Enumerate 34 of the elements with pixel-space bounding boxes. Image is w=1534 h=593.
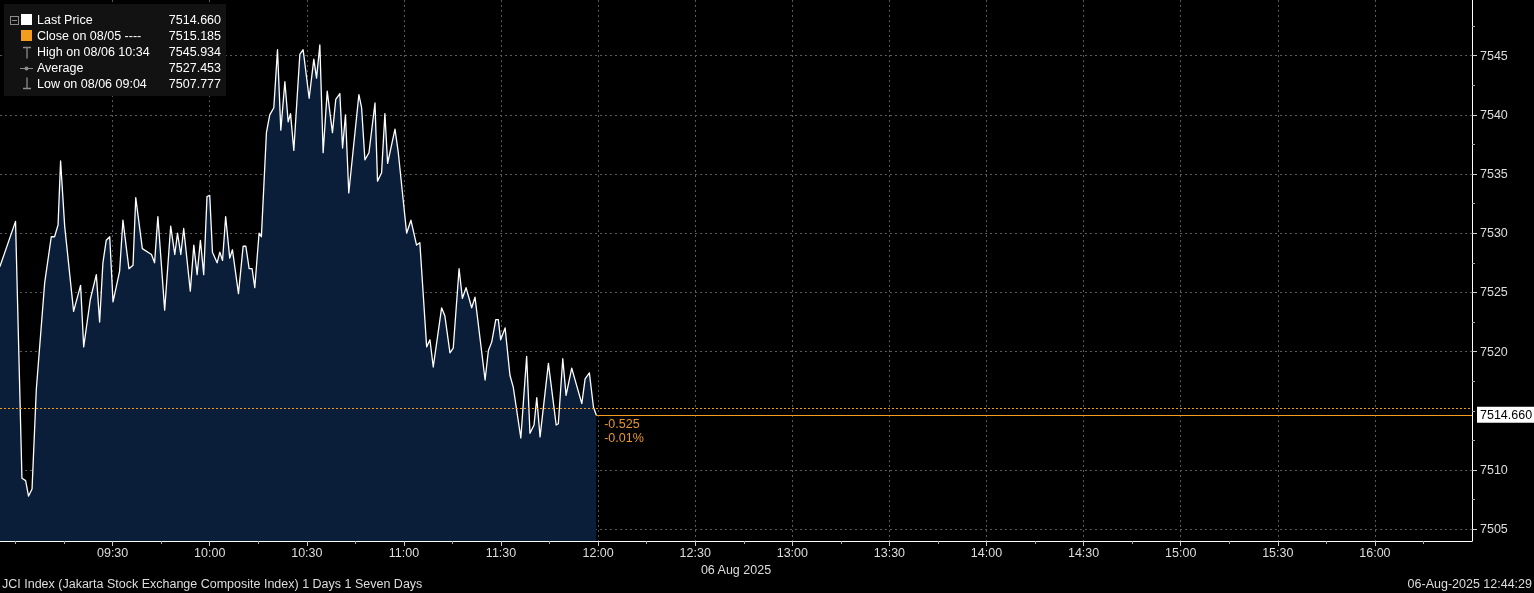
- x-axis-title: 06 Aug 2025: [700, 563, 772, 578]
- y-tick-label: 7520: [1480, 344, 1508, 359]
- text: Average 7527.453: [37, 61, 221, 75]
- x-tick-label: 15:00: [1165, 545, 1197, 560]
- x-tick-label: 14:00: [970, 545, 1003, 560]
- x-tick-label: 12:00: [582, 545, 614, 560]
- x-tick-label: 11:30: [485, 545, 517, 560]
- y-tick-label: 7505: [1480, 522, 1508, 537]
- y-tick-label: 7535: [1480, 167, 1508, 182]
- x-tick-label: 13:00: [776, 545, 808, 560]
- text: High on 08/06 10:34 7545.934: [37, 45, 221, 59]
- x-tick-label: 10:30: [291, 545, 323, 560]
- y-tick-label: 7540: [1480, 107, 1508, 122]
- text: Low on 08/06 09:04 7507.777: [37, 77, 221, 91]
- text: Close on 08/05 ---- 7515.185: [37, 29, 221, 43]
- x-tick-label: 16:00: [1359, 545, 1391, 560]
- annotation: -0.01%: [604, 431, 644, 446]
- y-tick-label: 7510: [1480, 462, 1508, 477]
- x-tick-label: 10:00: [194, 545, 226, 560]
- legend-label: Last Price: [37, 13, 94, 27]
- x-tick-label: 12:30: [679, 545, 711, 560]
- ref-line-label: 7514.660: [1480, 407, 1533, 422]
- x-tick-label: 14:30: [1067, 545, 1100, 560]
- y-tick-label: 7525: [1480, 285, 1508, 300]
- text: JCI Index (Jakarta Stock Exchange Composite Index) 1 Days 1 Seven Days: [2, 576, 423, 591]
- y-tick-label: 7530: [1480, 226, 1508, 241]
- y-tick-label: 7545: [1480, 48, 1508, 63]
- x-tick-label: 15:30: [1262, 545, 1294, 560]
- x-tick-label: 13:30: [873, 545, 906, 560]
- annotation: -0.525: [604, 417, 640, 432]
- text: 7514.660: [168, 13, 221, 27]
- text: 06-Aug-2025 12:44:29: [1407, 576, 1533, 591]
- x-tick-label: 09:30: [96, 545, 129, 560]
- x-tick-label: 11:00: [388, 545, 420, 560]
